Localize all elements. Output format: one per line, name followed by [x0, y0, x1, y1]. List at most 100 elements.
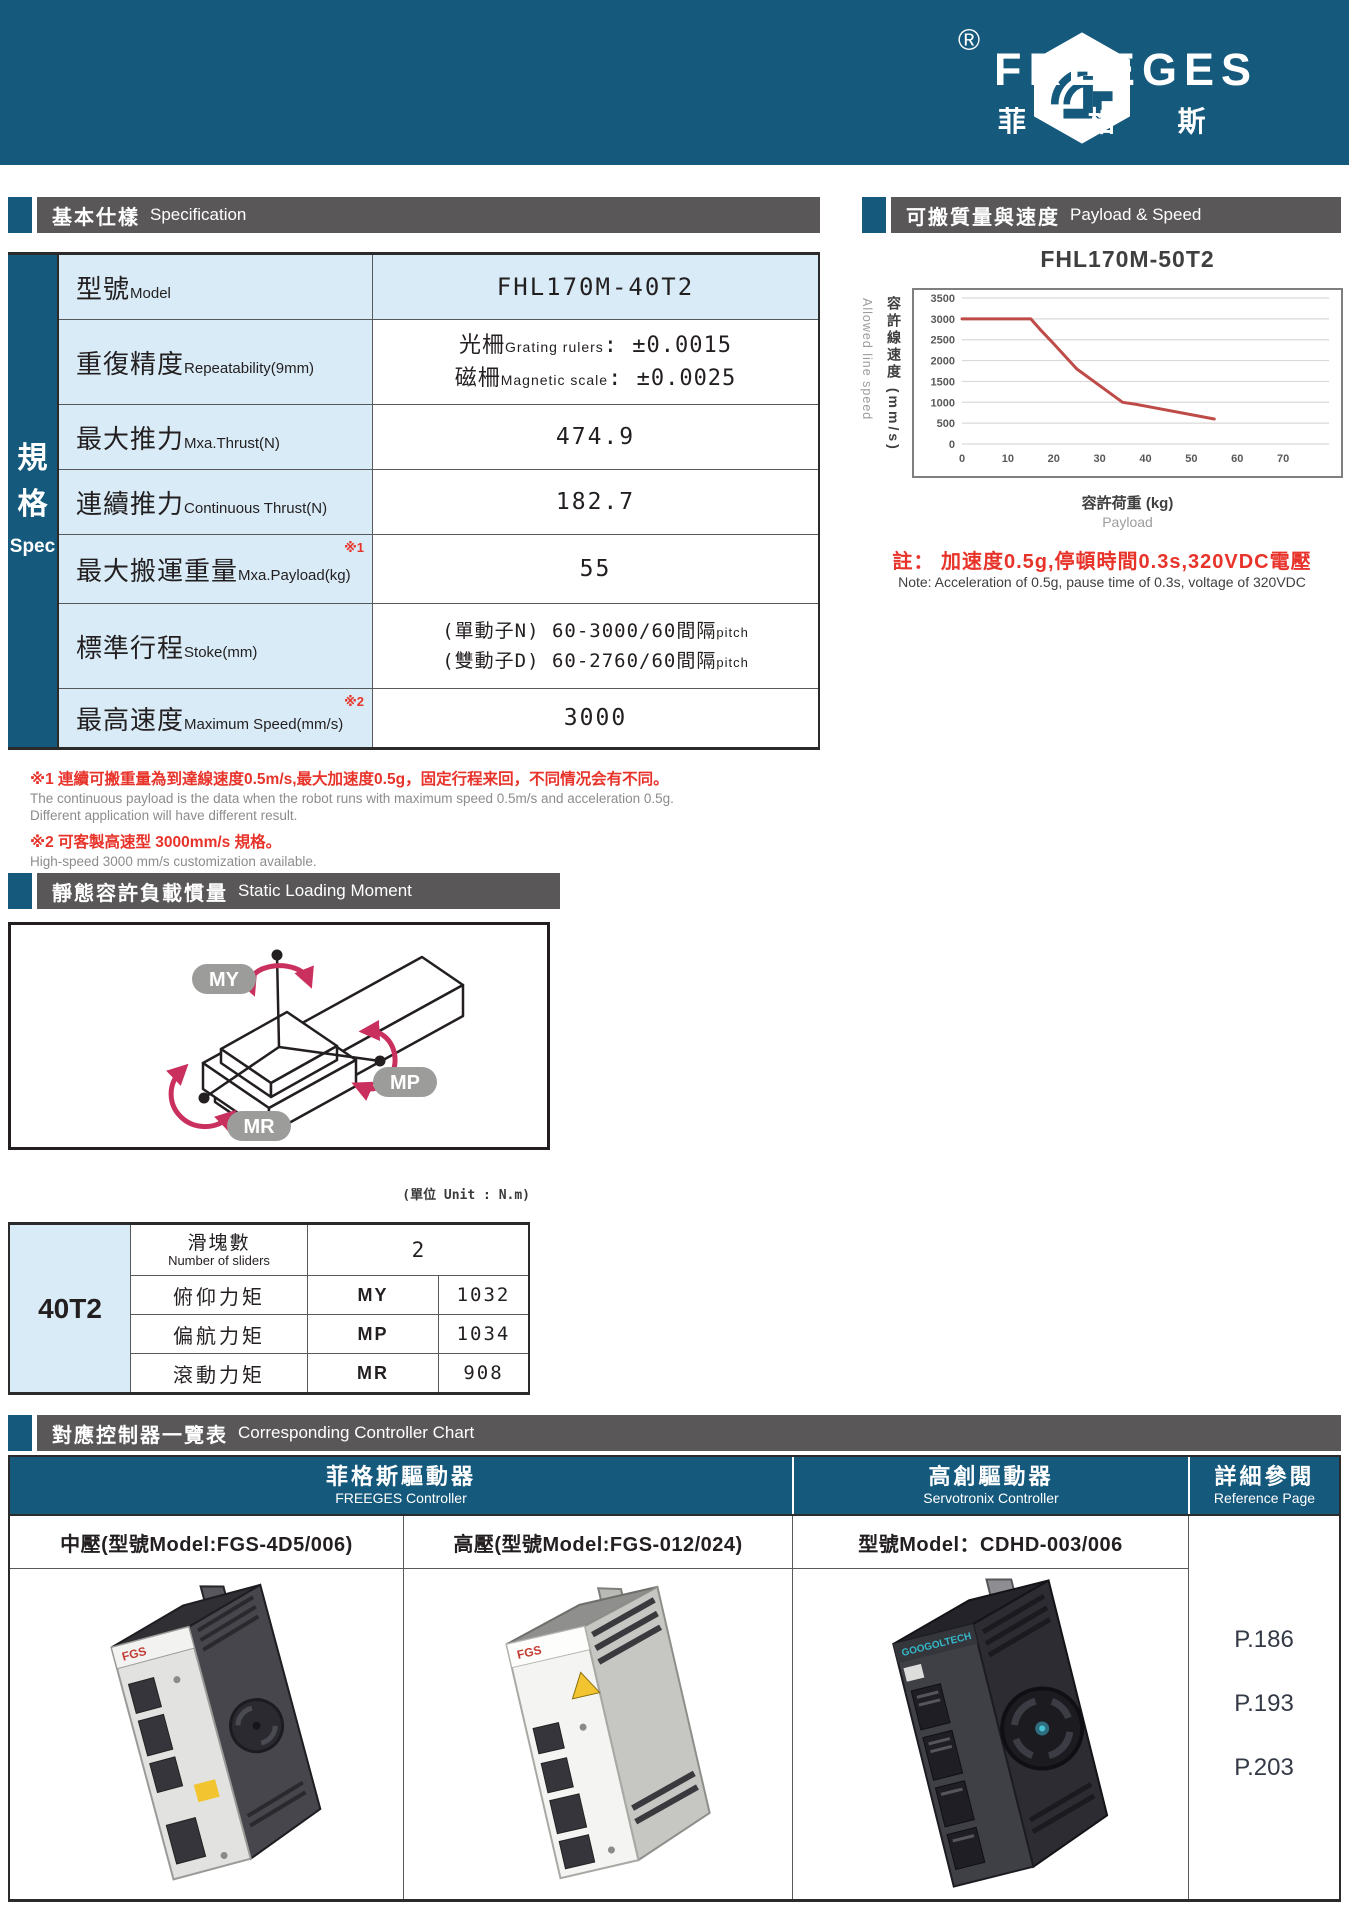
hexagon-brand-icon	[1034, 32, 1130, 144]
spec-label: 最高速度Maximum Speed(mm/s) ※2	[59, 689, 372, 747]
spec-label: 重復精度Repeatability(9mm)	[59, 320, 372, 404]
spec-value-model: FHL170M-40T2	[372, 255, 818, 319]
svg-text:30: 30	[1094, 453, 1106, 465]
section-title-en: Payload & Speed	[1070, 205, 1202, 224]
section-title-cn: 可搬質量與速度	[906, 206, 1060, 229]
spec-value-max-thrust: 474.9	[372, 405, 818, 469]
mr-pill: MR	[243, 1116, 275, 1138]
reference-pages-cell: P.186 P.193 P.203	[1188, 1568, 1339, 1899]
controller-photo-cell: FGS	[403, 1568, 792, 1899]
brand-banner: ® FREEGES 菲 格 斯	[0, 0, 1349, 165]
mp-pill: MP	[390, 1072, 420, 1094]
svg-text:40: 40	[1139, 453, 1151, 465]
section-header-controller-chart: 對應控制器一覽表 Corresponding Controller Chart	[8, 1415, 1341, 1451]
moment-label: 俯仰力矩	[131, 1276, 308, 1314]
spec-side-en: Spec	[9, 536, 56, 557]
footnote-2-cn: ※2 可客製高速型 3000mm/s 規格。	[30, 834, 282, 851]
spec-row-repeatability: 重復精度Repeatability(9mm) 光柵Grating rulers:…	[59, 319, 818, 404]
spec-label: 最大搬運重量Mxa.Payload(kg) ※1	[59, 535, 372, 603]
moment-value: 908	[463, 1362, 504, 1384]
controller-image-row: FGS	[10, 1568, 1339, 1899]
spec-value-continuous-thrust: 182.7	[372, 470, 818, 534]
chart-title: FHL170M-50T2	[1040, 246, 1215, 272]
model-empty-cell	[1188, 1516, 1339, 1568]
svg-text:1500: 1500	[931, 376, 955, 388]
moment-label-pills: MY MP MR	[192, 964, 437, 1141]
moment-table: 40T2 滑塊數 Number of sliders 2 俯仰力矩 MY 103…	[8, 1222, 530, 1395]
controller-table: 菲格斯驅動器 FREEGES Controller 高創驅動器 Servotroni…	[8, 1455, 1341, 1902]
section-header-specification: 基本仕樣 Specification	[8, 197, 820, 233]
reference-page: P.203	[1234, 1754, 1294, 1781]
section-title-cn: 靜態容許負載慣量	[52, 882, 228, 905]
spec-label: 連續推力Continuous Thrust(N)	[59, 470, 372, 534]
svg-text:0: 0	[949, 439, 955, 451]
registered-mark: ®	[958, 24, 981, 57]
chart-ylabel-cn: 容許線速度 (mm/s)	[886, 296, 902, 452]
svg-text:1000: 1000	[931, 397, 955, 409]
svg-text:3500: 3500	[931, 293, 955, 305]
spec-row-stroke: 標準行程Stoke(mm) (單動子N) 60-3000/60間隔pitch (…	[59, 603, 818, 688]
spec-row-max-payload: 最大搬運重量Mxa.Payload(kg) ※1 55	[59, 534, 818, 603]
moment-label: 滑塊數 Number of sliders	[131, 1225, 308, 1275]
footnote-1-en: The continuous payload is the data when …	[30, 791, 674, 806]
section-accent-square	[8, 873, 32, 909]
moment-label: 滾動力矩	[131, 1354, 308, 1392]
spec-value-max-payload: 55	[372, 535, 818, 603]
section-title-cn: 對應控制器一覽表	[52, 1424, 228, 1447]
spec-side-cn: 格	[17, 488, 48, 521]
svg-text:70: 70	[1277, 453, 1289, 465]
my-pill: MY	[209, 969, 240, 991]
specification-table: 規 格 Spec 型號Model FHL170M-40T2 重復精度Repeat…	[8, 252, 820, 750]
chart-xlabel-cn: 容許荷重 (kg)	[1081, 495, 1174, 512]
moment-sliders-value: 2	[411, 1238, 425, 1262]
moment-diagram-box: MY MP MR	[8, 922, 550, 1150]
spec-label: 標準行程Stoke(mm)	[59, 604, 372, 688]
spec-value-stroke: (單動子N) 60-3000/60間隔pitch (雙動子D) 60-2760/…	[372, 604, 818, 688]
section-accent-square	[8, 197, 32, 233]
spec-side-band: 規 格 Spec	[8, 255, 59, 747]
spec-label: 型號Model	[59, 255, 372, 319]
controller-photo-cell: GOOGOLTECH	[792, 1568, 1188, 1899]
svg-text:500: 500	[937, 418, 955, 430]
section-header-payload-speed: 可搬質量與速度 Payload & Speed	[862, 197, 1341, 233]
section-header-static-loading-moment: 靜態容許負載慣量 Static Loading Moment	[8, 873, 560, 909]
spec-row-model: 型號Model FHL170M-40T2	[59, 255, 818, 319]
svg-text:FGS: FGS	[515, 1643, 542, 1662]
footnote-mark-1: ※1	[344, 540, 364, 555]
header-reference-page: 詳細參閱 Reference Page	[1188, 1457, 1339, 1514]
model-fgs-high-voltage: 高壓(型號Model:FGS-012/024)	[403, 1516, 792, 1568]
header-freeges-controller: 菲格斯驅動器 FREEGES Controller	[325, 1463, 476, 1507]
spec-label: 最大推力Mxa.Thrust(N)	[59, 405, 372, 469]
moment-row-yaw: 偏航力矩 MP 1034	[131, 1314, 528, 1353]
footnote-mark-2: ※2	[344, 694, 364, 709]
spec-row-max-thrust: 最大推力Mxa.Thrust(N) 474.9	[59, 404, 818, 469]
moment-row-sliders: 滑塊數 Number of sliders 2	[131, 1225, 528, 1275]
unit-label: (單位 Unit : N.m)	[402, 1188, 530, 1203]
moment-value: 1034	[456, 1323, 511, 1345]
spec-footnotes: ※1 連續可搬重量為到達線速度0.5m/s,最大加速度0.5g，固定行程来回，不…	[30, 760, 820, 871]
section-title-en: Corresponding Controller Chart	[238, 1423, 475, 1442]
moment-label: 偏航力矩	[131, 1315, 308, 1353]
spec-side-cn: 規	[17, 442, 48, 475]
section-title-en: Specification	[150, 205, 247, 224]
chart-ylabel-en: Allowed line speed	[860, 298, 874, 421]
section-accent-square	[8, 1415, 32, 1451]
svg-text:2500: 2500	[931, 335, 955, 347]
spec-row-max-speed: 最高速度Maximum Speed(mm/s) ※2 3000	[59, 688, 818, 747]
reference-page: P.186	[1234, 1626, 1294, 1653]
moment-code: MR	[308, 1354, 439, 1392]
chart-note-cn: 註： 加速度0.5g,停頓時間0.3s,320VDC電壓	[892, 551, 1312, 573]
section-title-en: Static Loading Moment	[238, 881, 412, 900]
chart-xlabel-en: Payload	[1102, 514, 1153, 530]
brand-name: FREEGES	[994, 44, 1259, 95]
svg-text:2000: 2000	[931, 356, 955, 368]
section-title-cn: 基本仕樣	[52, 206, 140, 229]
reference-page: P.193	[1234, 1690, 1294, 1717]
svg-text:50: 50	[1185, 453, 1197, 465]
svg-text:3000: 3000	[931, 314, 955, 326]
brand-name-chinese: 菲 格 斯	[998, 106, 1233, 137]
model-cdhd: 型號Model：CDHD-003/006	[792, 1516, 1188, 1568]
header-servotronix-controller: 高創驅動器 Servotronix Controller	[792, 1457, 1188, 1514]
moment-row-pitch: 俯仰力矩 MY 1032	[131, 1275, 528, 1314]
